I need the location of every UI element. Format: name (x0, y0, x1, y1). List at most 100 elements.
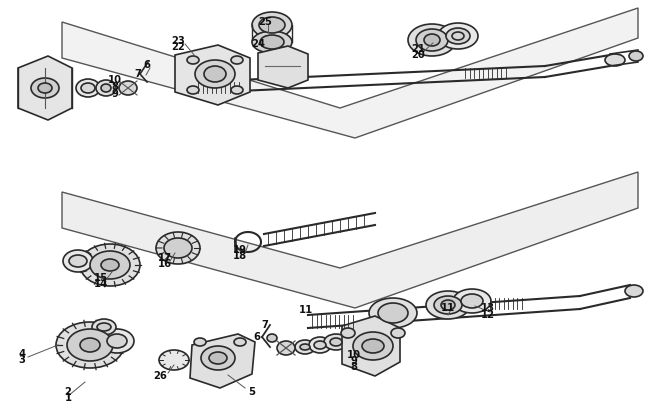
Ellipse shape (378, 303, 408, 323)
Ellipse shape (234, 338, 246, 346)
Ellipse shape (438, 23, 478, 49)
Ellipse shape (156, 232, 200, 264)
Text: 13: 13 (481, 303, 495, 313)
Ellipse shape (424, 34, 440, 46)
Ellipse shape (195, 60, 235, 88)
Text: 11: 11 (299, 305, 313, 315)
Ellipse shape (252, 12, 292, 38)
Polygon shape (18, 56, 72, 120)
Ellipse shape (80, 338, 100, 352)
Ellipse shape (625, 285, 643, 297)
Ellipse shape (434, 296, 462, 314)
Ellipse shape (92, 319, 116, 335)
Ellipse shape (164, 238, 192, 258)
Text: 1: 1 (64, 393, 72, 403)
Ellipse shape (441, 300, 455, 310)
Ellipse shape (267, 334, 277, 342)
Text: 15: 15 (94, 273, 108, 283)
Polygon shape (258, 46, 308, 88)
Text: 16: 16 (158, 259, 172, 269)
Ellipse shape (90, 251, 130, 279)
Ellipse shape (341, 328, 355, 338)
Ellipse shape (605, 54, 625, 66)
Text: 6: 6 (144, 60, 151, 70)
Polygon shape (342, 316, 400, 376)
Ellipse shape (362, 339, 384, 353)
Ellipse shape (314, 341, 326, 349)
Text: 22: 22 (171, 42, 185, 52)
Ellipse shape (295, 340, 315, 354)
Text: 23: 23 (171, 36, 185, 46)
Ellipse shape (252, 31, 292, 53)
Ellipse shape (204, 66, 226, 82)
Ellipse shape (101, 259, 119, 271)
Text: 17: 17 (158, 253, 172, 263)
Polygon shape (62, 172, 638, 308)
Text: 24: 24 (251, 39, 265, 49)
Ellipse shape (453, 289, 491, 313)
Ellipse shape (324, 334, 348, 350)
Ellipse shape (97, 323, 111, 331)
Text: 9: 9 (350, 356, 358, 366)
Text: 18: 18 (233, 251, 247, 261)
Text: 26: 26 (153, 371, 167, 381)
Ellipse shape (231, 86, 243, 94)
Text: 19: 19 (233, 245, 247, 255)
Ellipse shape (629, 51, 643, 61)
Ellipse shape (67, 329, 113, 361)
Text: 10: 10 (108, 75, 122, 85)
Text: 3: 3 (19, 355, 25, 365)
Polygon shape (190, 334, 255, 388)
Ellipse shape (259, 17, 285, 33)
Polygon shape (175, 45, 250, 105)
Ellipse shape (300, 344, 310, 350)
Ellipse shape (107, 334, 127, 348)
Text: 8: 8 (350, 362, 358, 372)
Text: 25: 25 (258, 17, 272, 27)
Ellipse shape (69, 255, 87, 267)
Ellipse shape (38, 83, 52, 93)
Text: 7: 7 (261, 320, 268, 330)
Ellipse shape (446, 28, 470, 44)
Ellipse shape (309, 337, 331, 353)
Ellipse shape (260, 35, 284, 49)
Text: 10: 10 (347, 350, 361, 360)
Ellipse shape (56, 322, 124, 368)
Ellipse shape (330, 338, 342, 346)
Ellipse shape (408, 24, 456, 56)
Ellipse shape (277, 341, 295, 355)
Text: 8: 8 (112, 82, 118, 92)
Text: 12: 12 (481, 310, 495, 320)
Ellipse shape (76, 79, 100, 97)
Ellipse shape (426, 291, 470, 319)
Text: 11: 11 (441, 303, 455, 313)
Ellipse shape (100, 329, 134, 353)
Ellipse shape (119, 81, 137, 95)
Ellipse shape (194, 338, 206, 346)
Ellipse shape (369, 298, 417, 328)
Text: 2: 2 (64, 387, 72, 397)
Ellipse shape (31, 78, 59, 98)
Ellipse shape (101, 84, 111, 92)
Ellipse shape (187, 56, 199, 64)
Ellipse shape (159, 350, 189, 370)
Ellipse shape (187, 86, 199, 94)
Ellipse shape (63, 250, 93, 272)
Ellipse shape (81, 83, 95, 93)
Ellipse shape (416, 29, 448, 51)
Ellipse shape (461, 294, 483, 308)
Text: 5: 5 (248, 387, 255, 397)
Ellipse shape (96, 80, 116, 96)
Ellipse shape (80, 244, 140, 286)
Text: 7: 7 (135, 69, 142, 79)
Text: 9: 9 (112, 89, 118, 99)
Ellipse shape (231, 56, 243, 64)
Ellipse shape (353, 332, 393, 360)
Text: 4: 4 (18, 349, 25, 359)
Ellipse shape (209, 352, 227, 364)
Text: 20: 20 (411, 50, 425, 60)
Text: 14: 14 (94, 279, 108, 289)
Text: 6: 6 (254, 332, 261, 342)
Polygon shape (62, 8, 638, 138)
Ellipse shape (201, 346, 235, 370)
